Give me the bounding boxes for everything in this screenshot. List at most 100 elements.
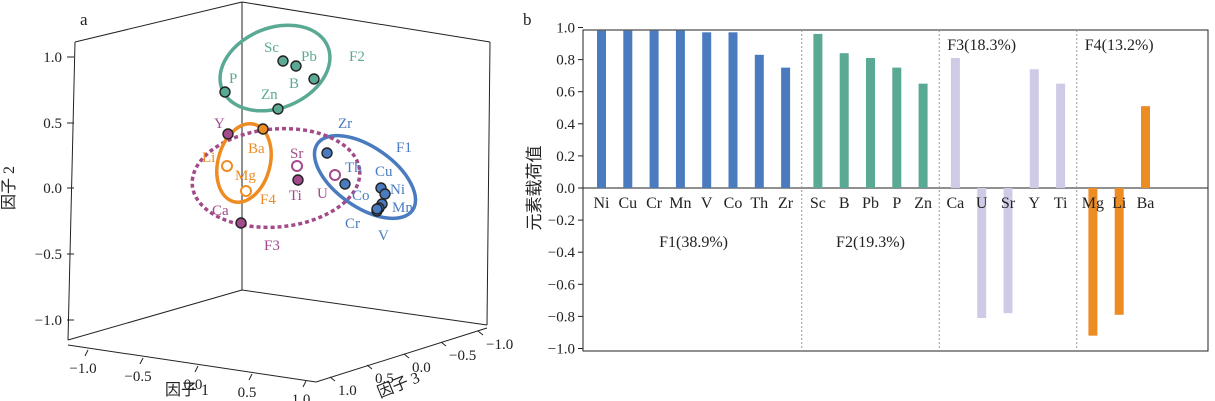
box-edge-top-back bbox=[74, 1, 243, 43]
point-label-th: Th bbox=[345, 160, 362, 176]
point-ni bbox=[379, 188, 391, 200]
bar-co bbox=[728, 32, 738, 188]
element-points: Zr Cu Ni Mn Co Cr V Th Sc PbB P Zn Y Sr Ti U Ca Ba Li Mg bbox=[202, 40, 413, 244]
bar-u bbox=[977, 188, 987, 319]
box-edge-floor-left bbox=[67, 289, 243, 341]
y-tick-label: 0.4 bbox=[556, 117, 575, 133]
group-label-f4: F4 bbox=[260, 192, 276, 208]
bar-li bbox=[1114, 188, 1124, 315]
point-b bbox=[308, 73, 320, 85]
point-label-v: V bbox=[378, 228, 389, 244]
bar-p bbox=[892, 67, 902, 188]
category-label-pb: Pb bbox=[862, 195, 879, 212]
y-tick-label: −0.8 bbox=[548, 309, 575, 325]
bars bbox=[597, 30, 1150, 336]
point-label-y: Y bbox=[214, 116, 225, 132]
x-tick-mark bbox=[194, 365, 199, 373]
group-label-f3: F3(18.3%) bbox=[947, 37, 1016, 54]
group-label-f3: F3 bbox=[264, 238, 280, 254]
point-u bbox=[329, 169, 341, 181]
bar-ti bbox=[1056, 83, 1066, 188]
point-ti bbox=[292, 174, 304, 186]
category-label-b: B bbox=[839, 195, 850, 212]
point-sr bbox=[291, 160, 303, 172]
point-zr bbox=[321, 147, 333, 159]
y-tick-label: 0.8 bbox=[556, 53, 575, 69]
group-label-f1: F1(38.9%) bbox=[659, 234, 728, 251]
z-tick-label: −0.5 bbox=[449, 348, 476, 364]
x-tick-label: 0.0 bbox=[184, 377, 203, 393]
category-label-ti: Ti bbox=[1054, 195, 1068, 212]
group-label-f2: F2(19.3%) bbox=[836, 234, 905, 251]
point-label-zn: Zn bbox=[261, 87, 278, 103]
factor2-axis bbox=[67, 41, 76, 341]
loading-axis-label: 元素载荷值 bbox=[525, 146, 544, 231]
point-label-mg: Mg bbox=[235, 168, 256, 184]
point-ba bbox=[257, 123, 269, 135]
point-p bbox=[219, 86, 231, 98]
point-label-sr: Sr bbox=[290, 146, 303, 162]
x-tick-mark bbox=[248, 373, 253, 381]
3d-axes-box bbox=[67, 1, 491, 383]
bar-pb bbox=[866, 57, 875, 189]
y-tick-label: −1.0 bbox=[548, 342, 575, 358]
bar-cu bbox=[623, 30, 633, 189]
z-tick-label: 0.0 bbox=[412, 360, 431, 376]
panel-b-label: b bbox=[523, 10, 532, 29]
point-li bbox=[221, 160, 233, 172]
bar-th bbox=[754, 54, 764, 188]
point-label-ni: Ni bbox=[390, 182, 405, 198]
y-tick-label: 1.0 bbox=[556, 21, 575, 37]
factor1-axis-label: 因子 1 bbox=[165, 381, 209, 399]
bar-sr bbox=[1003, 188, 1013, 314]
category-label-mg: Mg bbox=[1082, 195, 1104, 212]
category-label-co: Co bbox=[724, 195, 743, 212]
point-label-cr: Cr bbox=[345, 216, 360, 232]
group-label-f4: F4(13.2%) bbox=[1085, 37, 1154, 54]
category-label-u: U bbox=[976, 195, 988, 212]
x-tick-mark bbox=[84, 349, 89, 357]
category-label-ni: Ni bbox=[594, 195, 611, 212]
point-label-b: B bbox=[289, 76, 299, 92]
z-tick-label: 0.5 bbox=[375, 371, 394, 387]
point-sc bbox=[277, 55, 289, 67]
bar-y bbox=[1029, 69, 1039, 188]
point-ca bbox=[235, 217, 247, 229]
group-label-f1: F1 bbox=[396, 140, 412, 156]
factor1-axis bbox=[67, 344, 317, 383]
bar-group-labels: F1(38.9%) F2(19.3%) F3(18.3%) F4(13.2%) bbox=[659, 37, 1154, 251]
x-tick-mark bbox=[302, 380, 307, 388]
category-label-zn: Zn bbox=[914, 195, 932, 212]
group-label-f2: F2 bbox=[349, 49, 365, 65]
bar-cr bbox=[649, 30, 659, 189]
category-label-v: V bbox=[701, 195, 713, 212]
point-label-ca: Ca bbox=[212, 203, 229, 219]
category-label-p: P bbox=[892, 195, 901, 212]
point-v bbox=[371, 203, 383, 215]
y-tick-label: −0.5 bbox=[35, 247, 62, 263]
point-label-li: Li bbox=[202, 150, 215, 166]
factor-group-labels: F1 F2 F3 F4 bbox=[260, 49, 412, 254]
f3-ellipse bbox=[190, 126, 362, 230]
bar-mg bbox=[1088, 188, 1098, 336]
bar-category-labels: Ni Cu Cr Mn V Co Th Zr Sc B Pb P Zn Ca U Sr Y Ti Mg Li Ba bbox=[594, 195, 1155, 212]
f1-ellipse bbox=[312, 133, 418, 221]
factor2-axis-label: 因子 2 bbox=[0, 166, 18, 210]
point-pb bbox=[290, 60, 302, 72]
point-y bbox=[222, 128, 234, 140]
box-edge-right bbox=[486, 41, 491, 326]
z-tick-mark bbox=[366, 364, 373, 370]
point-label-p: P bbox=[229, 71, 237, 87]
point-label-mn: Mn bbox=[392, 200, 413, 216]
y-tick-label: 1.0 bbox=[43, 50, 62, 66]
category-label-ba: Ba bbox=[1137, 195, 1155, 212]
point-label-u: U bbox=[317, 186, 328, 202]
x-tick-label: −1.0 bbox=[69, 361, 96, 377]
x-tick-mark bbox=[139, 357, 144, 365]
point-label-ti: Ti bbox=[289, 188, 302, 204]
plot-frame bbox=[582, 29, 1209, 352]
3d-axis-ticks: 1.0 0.5 0.0 −0.5 −1.0 −1.0 −0.5 0.0 0.5 1.0 1.0 0.5… bbox=[35, 50, 513, 401]
bar-mn bbox=[675, 30, 685, 189]
bar-ba bbox=[1141, 106, 1150, 188]
y-tick-label: −0.6 bbox=[548, 277, 576, 293]
